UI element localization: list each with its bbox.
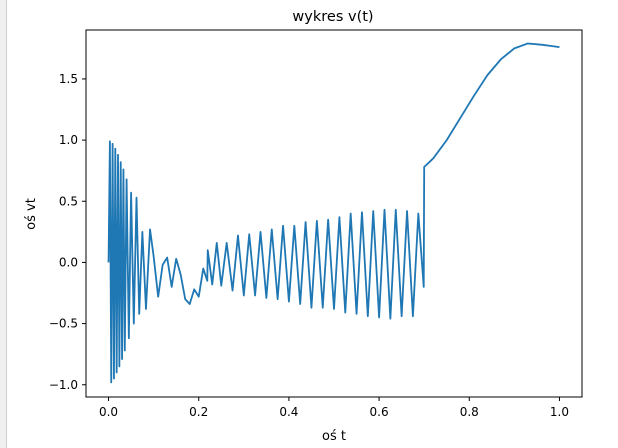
axes-frame	[85, 29, 583, 398]
plot-area	[107, 42, 560, 384]
y-tick-label: 1.5	[59, 72, 78, 86]
x-tick-label: 0.6	[370, 405, 389, 419]
x-axis-ticks: 0.0 0.2 0.4 0.6 0.8 1.0	[99, 397, 569, 419]
x-tick-label: 0.2	[189, 405, 208, 419]
y-tick-label: 0.5	[59, 194, 78, 208]
y-tick-label: −1.0	[49, 378, 78, 392]
y-tick-label: −0.5	[49, 317, 78, 331]
x-tick-label: 0.8	[460, 405, 479, 419]
y-axis-label: oś vt	[24, 198, 39, 230]
x-axis-label: oś t	[322, 429, 346, 444]
y-tick-label: 1.0	[59, 133, 78, 147]
series-line	[107, 42, 560, 384]
x-tick-label: 1.0	[550, 405, 569, 419]
x-tick-label: 0.0	[99, 405, 118, 419]
x-tick-label: 0.4	[279, 405, 298, 419]
y-axis-ticks: −1.0 −0.5 0.0 0.5 1.0 1.5	[49, 72, 86, 392]
chart-title: wykres v(t)	[292, 9, 373, 25]
y-tick-label: 0.0	[59, 255, 78, 269]
window-edge	[0, 0, 7, 448]
